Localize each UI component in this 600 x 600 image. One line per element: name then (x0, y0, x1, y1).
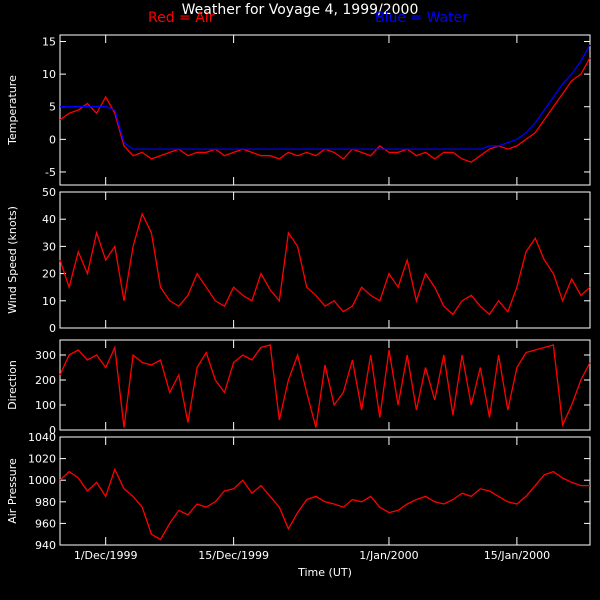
temperature-ytick-label: 15 (42, 36, 56, 49)
wind-ytick-label: 50 (42, 186, 56, 199)
temperature-frame (59, 34, 591, 186)
wind-ytick-label: 20 (42, 268, 56, 281)
temperature-ytick-label: 0 (49, 133, 56, 146)
pressure-series-line (59, 467, 590, 541)
temperature-series-water (60, 44, 591, 150)
temperature-ytick-label: 10 (42, 68, 56, 81)
wind-ytick-label: 0 (49, 322, 56, 335)
direction-frame (59, 339, 591, 431)
pressure-ytick-label: 960 (35, 517, 56, 530)
wind-ytick-label: 30 (42, 240, 56, 253)
direction-ytick-label: 0 (49, 424, 56, 437)
wind-ytick-label: 40 (42, 213, 56, 226)
xtick-label: 15/Dec/1999 (198, 549, 269, 562)
legend-air: Red = Air (148, 10, 215, 26)
pressure-ytick-label: 980 (35, 496, 56, 509)
legend-water: Blue = Water (375, 10, 468, 26)
direction-ytick-label: 200 (35, 374, 56, 387)
temperature-ylabel: Temperature (6, 75, 19, 146)
direction-series-line (59, 344, 591, 428)
wind-ylabel: Wind Speed (knots) (6, 206, 19, 314)
temperature-ytick-label: -5 (45, 166, 56, 179)
direction-ytick-label: 300 (35, 349, 56, 362)
temperature-series-air (59, 57, 591, 163)
pressure-ytick-label: 1040 (28, 431, 56, 444)
pressure-ytick-label: 1020 (28, 453, 56, 466)
wind-ytick-label: 10 (42, 295, 56, 308)
pressure-ytick-label: 1000 (28, 474, 56, 487)
xtick-label: 15/Jan/2000 (484, 549, 550, 562)
direction-ytick-label: 100 (35, 399, 56, 412)
xtick-label: 1/Dec/1999 (74, 549, 138, 562)
direction-ylabel: Direction (6, 360, 19, 410)
pressure-ylabel: Air Pressure (6, 458, 19, 524)
chart-title: Weather for Voyage 4, 1999/2000 (181, 2, 419, 18)
temperature-ytick-label: 5 (49, 101, 56, 114)
wind-series-line (59, 211, 591, 316)
wind-frame (59, 191, 591, 329)
xaxis-label: Time (UT) (297, 566, 352, 579)
pressure-frame (59, 436, 591, 546)
pressure-ytick-label: 940 (35, 539, 56, 552)
xtick-label: 1/Jan/2000 (359, 549, 418, 562)
